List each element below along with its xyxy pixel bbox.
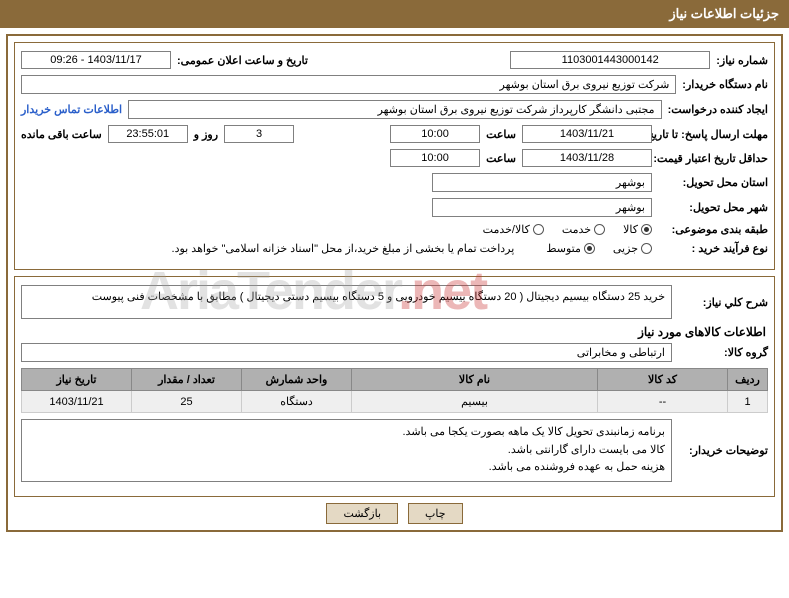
remaining-label: ساعت باقی مانده [21, 128, 102, 141]
province-field: بوشهر [432, 173, 652, 192]
group-label: گروه کالا: [678, 346, 768, 359]
group-field: ارتباطی و مخابراتی [21, 343, 672, 362]
announce-label: تاریخ و ساعت اعلان عمومی: [177, 54, 308, 67]
buyer-contact-link[interactable]: اطلاعات تماس خریدار [21, 103, 122, 116]
buyer-note-line: برنامه زمانبندی تحویل کالا یک ماهه بصورت… [28, 424, 665, 442]
table-cell: -- [598, 391, 728, 413]
process-radio-group: جزیی متوسط [546, 242, 652, 255]
form-section-main: شماره نیاز: 1103001443000142 تاریخ و ساع… [14, 42, 775, 270]
deadline-date-field: 1403/11/21 [522, 125, 652, 143]
back-button[interactable]: بازگشت [326, 503, 398, 524]
table-cell: 1 [728, 391, 768, 413]
days-value-field: 3 [224, 125, 294, 143]
desc-label: شرح کلي نياز: [678, 296, 768, 309]
table-cell: 1403/11/21 [22, 391, 132, 413]
radio-label: جزیی [613, 242, 638, 255]
deadline-label: مهلت ارسال پاسخ: تا تاریخ: [658, 128, 768, 141]
table-cell: بیسیم [352, 391, 598, 413]
table-header: ردیف [728, 369, 768, 391]
radio-icon [641, 224, 652, 235]
table-header: نام کالا [352, 369, 598, 391]
radio-label: متوسط [546, 242, 581, 255]
form-section-items: شرح کلي نياز: خرید 25 دستگاه بیسیم دیجیت… [14, 276, 775, 497]
validity-date-field: 1403/11/28 [522, 149, 652, 167]
radio-icon [533, 224, 544, 235]
items-heading: اطلاعات کالاهای مورد نیاز [23, 325, 766, 339]
requester-field: مجتبی دانشگر کارپرداز شرکت توزیع نیروی ب… [128, 100, 662, 119]
remaining-time-field: 23:55:01 [108, 125, 188, 143]
buyer-notes-box: برنامه زمانبندی تحویل کالا یک ماهه بصورت… [21, 419, 672, 482]
table-cell: 25 [132, 391, 242, 413]
title-bar: جزئیات اطلاعات نیاز [0, 0, 789, 28]
radio-icon [594, 224, 605, 235]
table-row: 1--بیسیمدستگاه251403/11/21 [22, 391, 768, 413]
buyer-note-line: هزینه حمل به عهده فروشنده می باشد. [28, 459, 665, 477]
radio-icon [584, 243, 595, 254]
radio-option[interactable]: جزیی [613, 242, 652, 255]
radio-label: کالا/خدمت [483, 223, 530, 236]
radio-option[interactable]: کالا/خدمت [483, 223, 544, 236]
buyer-org-label: نام دستگاه خریدار: [682, 78, 768, 91]
need-number-label: شماره نیاز: [716, 54, 768, 67]
buyer-org-field: شرکت توزیع نیروی برق استان بوشهر [21, 75, 676, 94]
category-label: طبقه بندی موضوعی: [658, 223, 768, 236]
deadline-time-field: 10:00 [390, 125, 480, 143]
table-header: واحد شمارش [242, 369, 352, 391]
radio-label: خدمت [562, 223, 591, 236]
requester-label: ایجاد کننده درخواست: [668, 103, 768, 116]
process-label: نوع فرآیند خرید : [658, 242, 768, 255]
buyer-note-line: کالا می بایست دارای گارانتی باشد. [28, 442, 665, 460]
time-label-2: ساعت [486, 152, 516, 165]
radio-option[interactable]: متوسط [546, 242, 595, 255]
table-cell: دستگاه [242, 391, 352, 413]
items-table: ردیفکد کالانام کالاواحد شمارشتعداد / مقد… [21, 368, 768, 413]
buyer-notes-label: توضیحات خریدار: [678, 444, 768, 457]
province-label: استان محل تحویل: [658, 176, 768, 189]
outer-frame: شماره نیاز: 1103001443000142 تاریخ و ساع… [6, 34, 783, 532]
desc-text: خرید 25 دستگاه بیسیم دیجیتال ( 20 دستگاه… [21, 285, 672, 319]
city-field: بوشهر [432, 198, 652, 217]
table-header: تعداد / مقدار [132, 369, 242, 391]
validity-label: حداقل تاریخ اعتبار قیمت: تا تاریخ: [658, 152, 768, 165]
button-bar: چاپ بازگشت [14, 503, 775, 524]
radio-option[interactable]: خدمت [562, 223, 605, 236]
payment-note: پرداخت تمام یا بخشی از مبلغ خرید،از محل … [172, 242, 515, 255]
category-radio-group: کالا خدمت کالا/خدمت [483, 223, 652, 236]
need-number-field: 1103001443000142 [510, 51, 710, 69]
table-header: تاریخ نیاز [22, 369, 132, 391]
print-button[interactable]: چاپ [408, 503, 463, 524]
city-label: شهر محل تحویل: [658, 201, 768, 214]
days-label: روز و [194, 128, 218, 141]
radio-option[interactable]: کالا [623, 223, 652, 236]
announce-field: 1403/11/17 - 09:26 [21, 51, 171, 69]
radio-icon [641, 243, 652, 254]
radio-label: کالا [623, 223, 638, 236]
table-header: کد کالا [598, 369, 728, 391]
time-label-1: ساعت [486, 128, 516, 141]
validity-time-field: 10:00 [390, 149, 480, 167]
